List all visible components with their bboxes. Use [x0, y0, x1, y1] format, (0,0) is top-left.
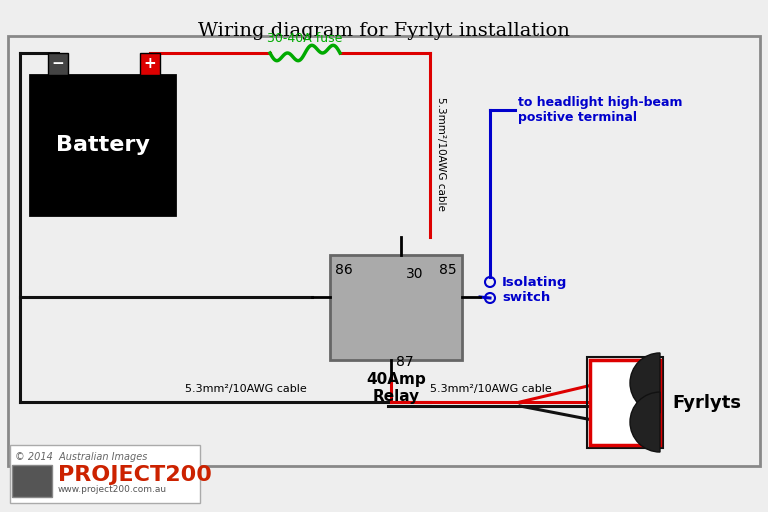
FancyBboxPatch shape [48, 53, 68, 75]
Text: 5.3mm²/10AWG cable: 5.3mm²/10AWG cable [436, 97, 446, 211]
Text: 85: 85 [439, 263, 457, 277]
Text: to headlight high-beam
positive terminal: to headlight high-beam positive terminal [518, 96, 683, 124]
Text: PROJECT200: PROJECT200 [58, 465, 212, 485]
Text: © 2014  Australian Images: © 2014 Australian Images [15, 452, 147, 462]
Text: 86: 86 [335, 263, 353, 277]
Text: 87: 87 [396, 355, 414, 369]
Text: Battery: Battery [55, 135, 150, 155]
Text: Fyrlyts: Fyrlyts [672, 394, 741, 412]
Text: Wiring diagram for Fyrlyt installation: Wiring diagram for Fyrlyt installation [198, 22, 570, 40]
FancyBboxPatch shape [30, 75, 175, 215]
Text: 5.3mm²/10AWG cable: 5.3mm²/10AWG cable [184, 384, 306, 394]
FancyBboxPatch shape [140, 53, 160, 75]
FancyBboxPatch shape [10, 445, 200, 503]
Text: +: + [144, 56, 157, 72]
Text: www.project200.com.au: www.project200.com.au [58, 485, 167, 495]
Text: 30: 30 [406, 267, 423, 281]
Text: 30-40A fuse: 30-40A fuse [267, 32, 343, 45]
FancyBboxPatch shape [12, 465, 52, 497]
Wedge shape [630, 392, 660, 452]
Text: Isolating
switch: Isolating switch [502, 276, 568, 304]
FancyBboxPatch shape [590, 360, 660, 445]
FancyBboxPatch shape [330, 255, 462, 360]
Wedge shape [630, 353, 660, 413]
Text: −: − [51, 56, 65, 72]
Text: 40Amp
Relay: 40Amp Relay [366, 372, 426, 404]
Text: 5.3mm²/10AWG cable: 5.3mm²/10AWG cable [429, 384, 551, 394]
